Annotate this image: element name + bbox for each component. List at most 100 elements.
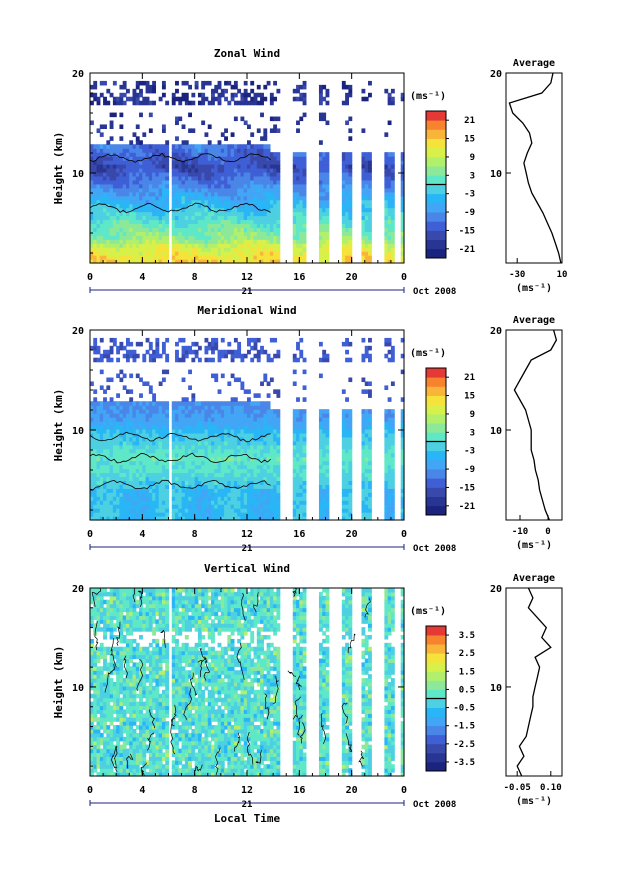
heatmap-cell bbox=[247, 389, 251, 394]
heatmap-cell bbox=[119, 231, 124, 236]
heatmap-cell bbox=[152, 195, 157, 201]
heatmap-cell bbox=[139, 464, 143, 470]
heatmap-cell bbox=[214, 468, 219, 474]
heatmap-cell bbox=[341, 175, 346, 181]
heatmap-cell bbox=[296, 476, 300, 482]
heatmap-cell bbox=[276, 472, 281, 478]
heatmap-cell bbox=[197, 160, 202, 165]
heatmap-cell bbox=[188, 476, 192, 482]
heatmap-cell bbox=[361, 247, 366, 252]
heatmap-cell bbox=[132, 195, 137, 201]
heatmap-cell bbox=[368, 171, 372, 177]
heatmap-cell bbox=[96, 128, 101, 133]
heatmap-cell bbox=[273, 464, 278, 470]
heatmap-cell bbox=[217, 516, 222, 521]
heatmap-cell bbox=[119, 207, 124, 213]
heatmap-cell bbox=[178, 231, 183, 236]
heatmap-cell bbox=[165, 428, 170, 434]
heatmap-cell bbox=[93, 255, 98, 260]
heatmap-cell bbox=[158, 164, 163, 169]
heatmap-cell bbox=[135, 84, 140, 90]
heatmap-cell bbox=[240, 259, 245, 264]
heatmap-cell bbox=[181, 353, 186, 359]
heatmap-cell bbox=[361, 500, 366, 505]
heatmap-cell bbox=[227, 512, 232, 517]
heatmap-cell bbox=[318, 191, 323, 197]
heatmap-cell bbox=[191, 171, 196, 177]
heatmap-cell bbox=[220, 472, 225, 478]
heatmap-cell bbox=[194, 183, 199, 189]
heatmap-cell bbox=[253, 259, 258, 264]
heatmap-cell bbox=[116, 480, 121, 485]
heatmap-cell bbox=[201, 476, 206, 482]
heatmap-cell bbox=[112, 187, 117, 193]
heatmap-cell bbox=[188, 504, 192, 509]
heatmap-cell bbox=[302, 472, 307, 478]
heatmap-cell bbox=[237, 508, 242, 513]
heatmap-cell bbox=[152, 401, 157, 406]
heatmap-cell bbox=[109, 448, 114, 454]
heatmap-cell bbox=[230, 397, 235, 402]
heatmap-cell bbox=[161, 413, 166, 418]
heatmap-cell bbox=[243, 191, 248, 197]
heatmap-cell bbox=[345, 417, 349, 422]
heatmap-cell bbox=[220, 251, 225, 256]
colorbar-segment bbox=[426, 230, 446, 241]
heatmap-cell bbox=[194, 428, 199, 434]
heatmap-cell bbox=[132, 148, 137, 153]
heatmap-cell bbox=[116, 255, 121, 260]
heatmap-cell bbox=[125, 432, 130, 438]
heatmap-cell bbox=[237, 409, 242, 414]
heatmap-cell bbox=[112, 448, 117, 454]
heatmap-cell bbox=[302, 211, 307, 217]
heatmap-cell bbox=[368, 357, 372, 363]
heatmap-cell bbox=[387, 160, 392, 165]
heatmap-cell bbox=[139, 231, 143, 236]
heatmap-cell bbox=[224, 504, 228, 509]
heatmap-cell bbox=[260, 512, 264, 517]
heatmap-cell bbox=[139, 171, 143, 177]
heatmap-cell bbox=[276, 484, 281, 489]
heatmap-cell bbox=[142, 516, 147, 521]
heatmap-cell bbox=[155, 171, 160, 177]
heatmap-cell bbox=[214, 460, 219, 466]
heatmap-cell bbox=[214, 345, 219, 351]
heatmap-cell bbox=[139, 247, 143, 252]
heatmap-cell bbox=[224, 405, 228, 410]
heatmap-cell bbox=[256, 191, 261, 197]
heatmap-cell bbox=[171, 432, 176, 438]
heatmap-cell bbox=[135, 203, 140, 209]
heatmap-cell bbox=[364, 255, 369, 260]
heatmap-cell bbox=[322, 500, 327, 505]
heatmap-cell bbox=[250, 144, 255, 149]
heatmap-cell bbox=[233, 460, 238, 466]
heatmap-cell bbox=[368, 500, 372, 505]
heatmap-cell bbox=[217, 444, 222, 450]
heatmap-cell bbox=[292, 381, 297, 387]
heatmap-cell bbox=[224, 425, 228, 430]
heatmap-cell bbox=[348, 460, 353, 466]
heatmap-cell bbox=[348, 195, 353, 201]
heatmap-cell bbox=[211, 183, 215, 189]
heatmap-cell bbox=[318, 187, 323, 193]
heatmap-cell bbox=[181, 357, 186, 363]
heatmap-cell bbox=[171, 417, 176, 422]
heatmap-cell bbox=[256, 508, 261, 513]
heatmap-cell bbox=[129, 464, 134, 470]
heatmap-cell bbox=[158, 476, 163, 482]
heatmap-cell bbox=[237, 504, 242, 509]
heatmap-cell bbox=[194, 409, 199, 414]
heatmap-cell bbox=[204, 199, 209, 205]
heatmap-cell bbox=[204, 187, 209, 193]
heatmap-cell bbox=[96, 199, 101, 205]
heatmap-cell bbox=[384, 409, 389, 414]
heatmap-cell bbox=[368, 337, 372, 343]
heatmap-cell bbox=[384, 132, 389, 137]
heatmap-cell bbox=[233, 84, 238, 90]
heatmap-cell bbox=[135, 183, 140, 189]
heatmap-cell bbox=[188, 421, 192, 426]
heatmap-cell bbox=[158, 405, 163, 410]
heatmap-cell bbox=[318, 84, 323, 90]
heatmap-cell bbox=[224, 227, 228, 232]
heatmap-cell bbox=[260, 464, 264, 470]
